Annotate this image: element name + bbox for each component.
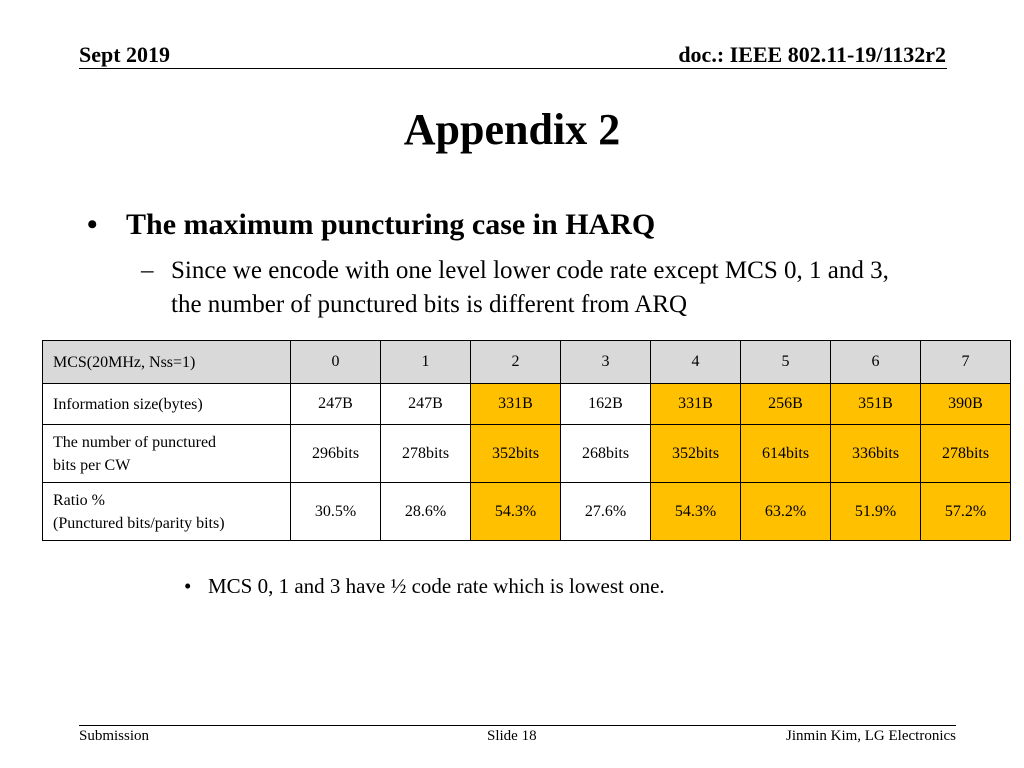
table-cell: 2 — [470, 340, 561, 384]
table-cell: 351B — [830, 383, 921, 425]
row-label: Ratio % (Punctured bits/parity bits) — [42, 482, 291, 541]
table-cell: 256B — [740, 383, 831, 425]
table-cell: 331B — [470, 383, 561, 425]
bullet-dot-icon: • — [87, 208, 98, 241]
puncturing-table: MCS(20MHz, Nss=1) 0 1 2 3 4 5 6 7 Information siz… — [42, 340, 1011, 541]
table-cell: 54.3% — [650, 482, 741, 541]
table-cell: 162B — [560, 383, 651, 425]
table-cell: 390B — [920, 383, 1011, 425]
table-cell: 352bits — [470, 424, 561, 483]
row-label-line: bits per CW — [53, 456, 131, 474]
table-cell: 57.2% — [920, 482, 1011, 541]
table-cell: 278bits — [920, 424, 1011, 483]
table-cell: 7 — [920, 340, 1011, 384]
table-cell: 247B — [380, 383, 471, 425]
row-label-line: Information size(bytes) — [53, 395, 203, 413]
table-cell: 336bits — [830, 424, 921, 483]
table-cell: 63.2% — [740, 482, 831, 541]
table-cell: 27.6% — [560, 482, 651, 541]
table-cell: 247B — [290, 383, 381, 425]
table-cell: 51.9% — [830, 482, 921, 541]
bullet-dot-icon: • — [184, 574, 192, 598]
table-cell: 5 — [740, 340, 831, 384]
table-cell: 278bits — [380, 424, 471, 483]
row-label: The number of punctured bits per CW — [42, 424, 291, 483]
table-cell: 614bits — [740, 424, 831, 483]
footer-author: Jinmin Kim, LG Electronics — [786, 728, 956, 744]
slide-title: Appendix 2 — [403, 105, 621, 154]
row-label: Information size(bytes) — [42, 383, 291, 425]
mcs-row: MCS(20MHz, Nss=1) 0 1 2 3 4 5 6 7 — [42, 340, 1011, 384]
punctured-bits-row: The number of punctured bits per CW 296bit… — [42, 424, 1011, 483]
footer-slide-number: Slide 18 — [487, 728, 537, 744]
footer-divider — [79, 725, 956, 726]
table-cell: 0 — [290, 340, 381, 384]
header-divider — [79, 68, 947, 69]
row-label: MCS(20MHz, Nss=1) — [42, 340, 291, 384]
table-cell: 6 — [830, 340, 921, 384]
table-cell: 4 — [650, 340, 741, 384]
row-label-line: Ratio % — [53, 491, 105, 509]
info-size-row: Information size(bytes) 247B 247B 331B 162B 3… — [42, 383, 1011, 425]
table-cell: 28.6% — [380, 482, 471, 541]
dash-icon: – — [141, 257, 154, 284]
bullet-sub-text: Since we encode with one level lower cod… — [171, 257, 889, 318]
table-cell: 54.3% — [470, 482, 561, 541]
header-doc-id: doc.: IEEE 802.11-19/1132r2 — [678, 42, 946, 67]
ratio-row: Ratio % (Punctured bits/parity bits) 30.5%… — [42, 482, 1011, 541]
footer-submission: Submission — [79, 728, 150, 744]
table-cell: 352bits — [650, 424, 741, 483]
row-label-line: The number of punctured — [53, 433, 217, 451]
note-text: MCS 0, 1 and 3 have ½ code rate which is… — [208, 574, 665, 598]
table-cell: 1 — [380, 340, 471, 384]
table-cell: 268bits — [560, 424, 651, 483]
table-cell: 296bits — [290, 424, 381, 483]
table-cell: 3 — [560, 340, 651, 384]
row-label-line: MCS(20MHz, Nss=1) — [53, 353, 196, 371]
table-cell: 30.5% — [290, 482, 381, 541]
header-date: Sept 2019 — [79, 42, 171, 67]
row-label-line: (Punctured bits/parity bits) — [53, 514, 225, 532]
bullet-main-text: The maximum puncturing case in HARQ — [126, 208, 656, 241]
table-cell: 331B — [650, 383, 741, 425]
